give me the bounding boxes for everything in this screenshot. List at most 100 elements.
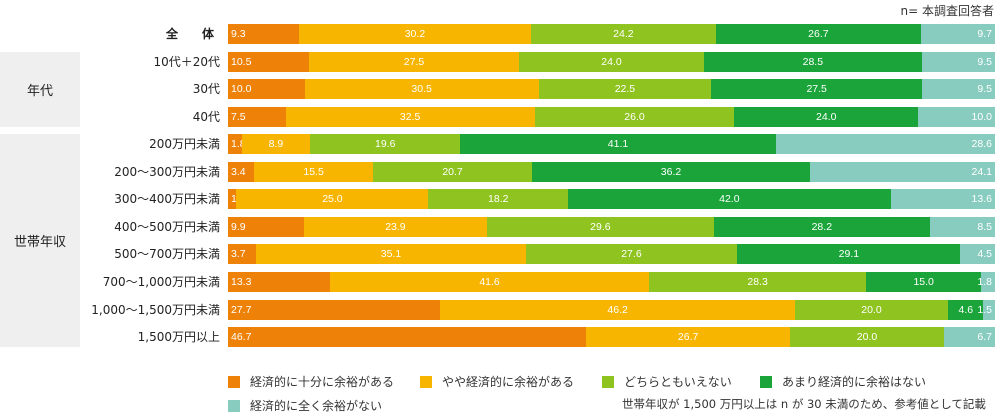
bar-segment: 28.3: [649, 272, 867, 292]
category-label: 1,500万円以上: [137, 330, 220, 344]
data-label: 4.6: [958, 304, 974, 316]
data-label: 27.5: [806, 83, 827, 95]
data-label: 46.7: [231, 331, 252, 343]
category-label: 500～700万円未満: [114, 247, 220, 261]
stacked-bar: 3.7 35.1 27.6 29.1 4.5: [228, 244, 995, 264]
data-label: 24.0: [816, 111, 837, 123]
bar-segment: 24.0: [519, 52, 704, 72]
footnote: 世帯年収が 1,500 万円以上は n が 30 未満のため、参考値として記載: [622, 397, 986, 411]
bar-segment: 1.5: [977, 300, 995, 320]
bar-segment: 7.5: [228, 107, 286, 127]
group-income: 世帯年収: [0, 134, 80, 347]
stacked-bar: 27.7 46.2 20.0 4.6 1.5: [228, 300, 995, 320]
bar-segment: 18.2: [428, 189, 569, 209]
bar-segment: 25.0: [236, 189, 429, 209]
bar-segment: 28.2: [713, 217, 930, 237]
data-label: 13.6: [971, 193, 992, 205]
bar-segment: 26.0: [534, 107, 735, 127]
data-label: 26.7: [677, 331, 699, 343]
bar-segment: 8.5: [929, 217, 995, 237]
category-label: 400～500万円未満: [114, 220, 220, 234]
bar-segment: 27.5: [308, 52, 520, 72]
data-label: 9.7: [977, 28, 992, 40]
category-label: 700～1,000万円未満: [102, 275, 220, 289]
category-label: 200～300万円未満: [114, 165, 220, 179]
bar-segment: 19.6: [310, 134, 461, 154]
bar-segment: 13.3: [228, 272, 330, 292]
bar-segment: 27.6: [525, 244, 738, 264]
data-label: 9.3: [231, 28, 246, 40]
data-label: 28.3: [747, 276, 768, 288]
bar-segment: 9.7: [920, 24, 995, 44]
legend-label: あまり経済的に余裕はない: [782, 375, 927, 389]
data-label: 10.0: [231, 83, 252, 95]
stacked-bar: 10.5 27.5 24.0 28.5 9.5: [228, 52, 995, 72]
data-label: 24.1: [971, 166, 992, 178]
data-label: 7.5: [231, 111, 246, 123]
category-label: 200万円未満: [149, 137, 220, 151]
data-label: 32.5: [399, 111, 421, 123]
bar-segment: 10.0: [228, 79, 305, 99]
bar-segment: 41.1: [460, 134, 776, 154]
data-label: 36.2: [660, 166, 682, 178]
bar-segment: 24.2: [530, 24, 717, 44]
stacked-bar: 46.7 26.7 20.0 6.7: [228, 327, 995, 347]
data-label: 15.5: [303, 166, 324, 178]
bar-segment: 9.3: [228, 24, 300, 44]
category-label: 30代: [192, 82, 220, 96]
legend-label: どちらともいえない: [624, 375, 732, 389]
data-label: 29.1: [838, 248, 860, 260]
bar-segment: 10.0: [918, 107, 995, 127]
group-age: 年代: [0, 52, 80, 127]
data-label: 28.6: [971, 138, 992, 150]
bar-segment: 36.2: [532, 162, 810, 182]
data-label: 19.6: [375, 138, 396, 150]
data-label: 4.5: [977, 248, 992, 260]
data-label: 28.5: [802, 56, 824, 68]
category-label: 1,000～1,500万円未満: [91, 303, 220, 317]
bar-segment: 27.7: [228, 300, 441, 320]
legend-swatch: [420, 375, 432, 388]
data-label: 15.0: [913, 276, 934, 288]
bar-segment: 1.8: [228, 134, 246, 154]
bar-segment: 15.5: [254, 162, 374, 182]
stacked-bar: 9.9 23.9 29.6 28.2 8.5: [228, 217, 995, 237]
bar-segment: 29.1: [737, 244, 961, 264]
bar-segment: 20.7: [373, 162, 533, 182]
data-label: 26.0: [624, 111, 645, 123]
data-label: 41.6: [479, 276, 500, 288]
legend-swatch: [228, 399, 240, 412]
data-label: 25.0: [322, 193, 343, 205]
bar-segment: 20.0: [794, 300, 949, 320]
legend-swatch: [228, 375, 240, 388]
data-label: 9.5: [977, 83, 992, 95]
legend-label: やや経済的に余裕がある: [442, 375, 575, 389]
bar-segment: 28.6: [775, 134, 995, 154]
bar-segment: 10.5: [228, 52, 309, 72]
data-label: 20.0: [856, 331, 878, 343]
legend-item-0: 経済的に十分に余裕がある: [228, 373, 394, 390]
data-label: 26.7: [808, 28, 829, 40]
bar-segment: 26.7: [585, 327, 791, 347]
data-label: 1.5: [977, 304, 992, 316]
legend-swatch: [602, 375, 614, 388]
bar-segment: 29.6: [486, 217, 714, 237]
sample-note: n= 本調査回答者: [900, 4, 994, 18]
legend-label: 経済的に十分に余裕がある: [250, 375, 395, 389]
stacked-bar: 13.3 41.6 28.3 15.0 1.8: [228, 272, 995, 292]
stacked-bar: 1.1 25.0 18.2 42.0 13.6: [228, 189, 995, 209]
data-label: 24.0: [601, 56, 622, 68]
bar-segment: 46.2: [440, 300, 795, 320]
bar-segment: 3.4: [228, 162, 255, 182]
data-label: 3.4: [231, 166, 246, 178]
data-label: 41.1: [607, 138, 629, 150]
bar-segment: 4.5: [960, 244, 995, 264]
stacked-bar: 1.8 8.9 19.6 41.1 28.6: [228, 134, 995, 154]
bar-segment: 28.5: [703, 52, 923, 72]
bar-segment: 8.9: [241, 134, 311, 154]
legend-item-3: あまり経済的に余裕はない: [760, 373, 926, 390]
bar-segment: 9.9: [228, 217, 304, 237]
stacked-bar: 9.3 30.2 24.2 26.7 9.7: [228, 24, 995, 44]
bar-segment: 13.6: [890, 189, 995, 209]
bar-segment: 6.7: [943, 327, 995, 347]
